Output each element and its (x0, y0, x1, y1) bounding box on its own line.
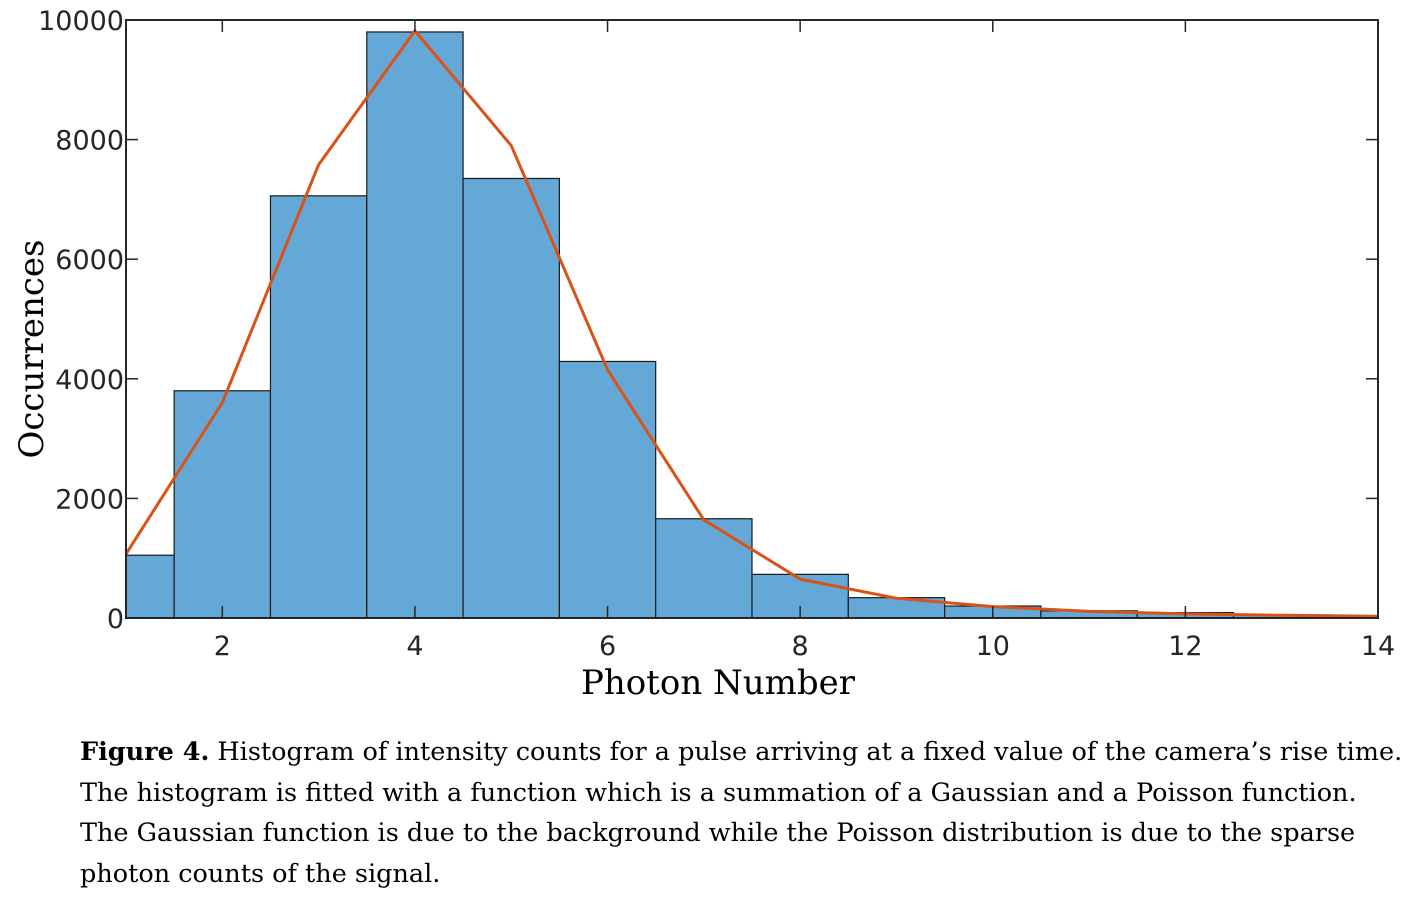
x-tick-label-6: 6 (599, 631, 616, 662)
y-tick-label-4000: 4000 (55, 365, 124, 396)
histogram-bar-7 (655, 518, 753, 619)
histogram-bar-2 (173, 390, 272, 619)
y-tick-label-10000: 10000 (38, 6, 124, 37)
tick-labels-layer: 2 4 6 8 10 12 14 0 2000 4000 6000 8000 10000 (38, 6, 1395, 662)
y-tick-label-8000: 8000 (55, 126, 124, 157)
caption-line-4: photon counts of the signal. (80, 858, 441, 889)
bars-layer (125, 31, 1379, 619)
histogram-bar-1 (125, 554, 175, 619)
histogram-bar-6 (558, 360, 657, 619)
y-tick-label-2000: 2000 (55, 484, 124, 515)
figure-caption: Figure 4. Histogram of intensity counts … (80, 732, 1402, 894)
caption-text-1: Histogram of intensity counts for a puls… (209, 737, 1403, 767)
x-tick-label-2: 2 (214, 631, 231, 662)
histogram-bar-5 (462, 177, 560, 619)
x-tick-label-4: 4 (406, 631, 423, 662)
fit-curve-line (124, 29, 1379, 618)
x-tick-label-12: 12 (1168, 631, 1202, 662)
histogram-chart: 2 4 6 8 10 12 14 0 2000 4000 6000 8000 10000 Photon … (12, 6, 1395, 703)
caption-line-3: The Gaussian function is due to the back… (80, 818, 1356, 848)
fit-layer (124, 29, 1379, 618)
y-tick-label-6000: 6000 (55, 245, 124, 276)
plot-frame (125, 19, 1379, 619)
x-tick-label-10: 10 (976, 631, 1010, 662)
caption-line-1: Figure 4. Histogram of intensity counts … (80, 732, 1402, 773)
histogram-bar-3 (269, 195, 368, 619)
y-axis-title: Occurrences (12, 240, 52, 459)
x-tick-label-8: 8 (792, 631, 809, 662)
x-tick-label-14: 14 (1361, 631, 1395, 662)
ticks-layer (126, 19, 1379, 619)
caption-label: Figure 4. (80, 737, 210, 767)
x-axis-title: Photon Number (581, 663, 856, 703)
histogram-bar-4 (366, 31, 464, 619)
y-tick-label-0: 0 (107, 604, 124, 635)
caption-line-2: The histogram is fitted with a function … (80, 777, 1357, 808)
